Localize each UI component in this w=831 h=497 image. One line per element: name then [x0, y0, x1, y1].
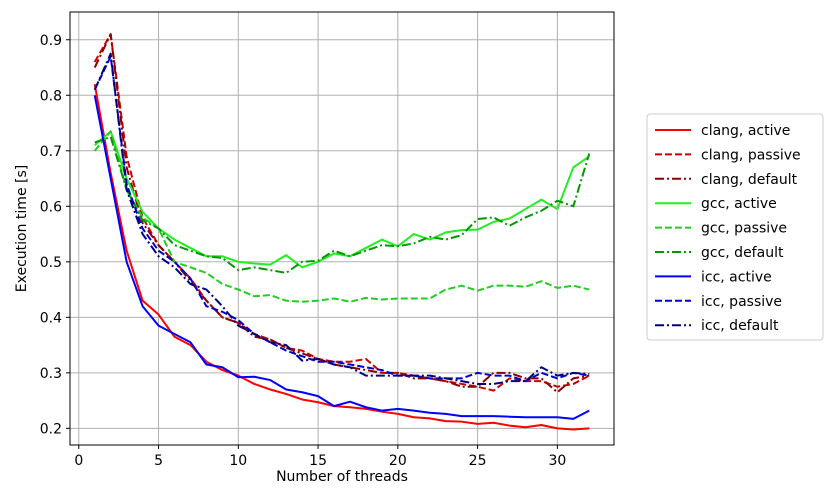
legend: clang, active clang, passive clang, defaul…: [646, 113, 824, 341]
x-tick-label: 10: [229, 453, 247, 469]
x-tick-label: 30: [548, 453, 566, 469]
series-line-gcc-passive: [93, 130, 590, 303]
series-line-clang-active: [93, 83, 590, 431]
series-line-clang-passive: [93, 33, 590, 392]
y-tick-label: 0.2: [40, 421, 62, 437]
y-tick-label: 0.8: [40, 88, 62, 104]
x-axis-label: Number of threads: [276, 469, 408, 485]
plot-area-frame: [69, 11, 615, 446]
x-tick-label: 15: [309, 453, 327, 469]
y-tick-label: 0.9: [40, 33, 62, 49]
y-tick-label: 0.6: [40, 199, 62, 215]
series-line-icc-active: [93, 95, 590, 420]
legend-label: clang, default: [701, 172, 798, 188]
legend-box: [646, 113, 824, 341]
y-axis-label: Execution time [s]: [14, 165, 30, 292]
legend-label: clang, active: [701, 123, 790, 139]
legend-label: icc, default: [701, 318, 779, 334]
series-line-gcc-active: [94, 130, 590, 269]
x-tick-label: 5: [154, 453, 163, 469]
y-tick-label: 0.7: [40, 144, 62, 160]
legend-label: gcc, passive: [701, 221, 787, 237]
x-tick-label: 25: [469, 453, 487, 469]
legend-label: clang, passive: [701, 147, 801, 163]
y-tick-label: 0.3: [40, 366, 62, 382]
y-tick-label: 0.4: [40, 310, 62, 326]
series-line-gcc-default: [94, 135, 591, 274]
x-tick-label: 0: [74, 453, 83, 469]
legend-label: gcc, active: [701, 196, 777, 212]
axis-ticks: 0 5 10 15 20 25 30 0.2 0.3 0.4 0.5 0.6 0.7 0.8 0.9: [40, 33, 567, 469]
legend-label: gcc, default: [701, 245, 784, 261]
legend-label: icc, active: [701, 269, 772, 285]
series-line-icc-default: [93, 52, 590, 385]
series-layer: [93, 33, 591, 431]
x-tick-label: 20: [389, 453, 407, 469]
gridlines: [70, 12, 614, 445]
series-line-icc-passive: [93, 55, 590, 383]
y-tick-label: 0.5: [40, 255, 62, 271]
series-line-clang-default: [93, 33, 590, 394]
legend-label: icc, passive: [701, 294, 782, 310]
